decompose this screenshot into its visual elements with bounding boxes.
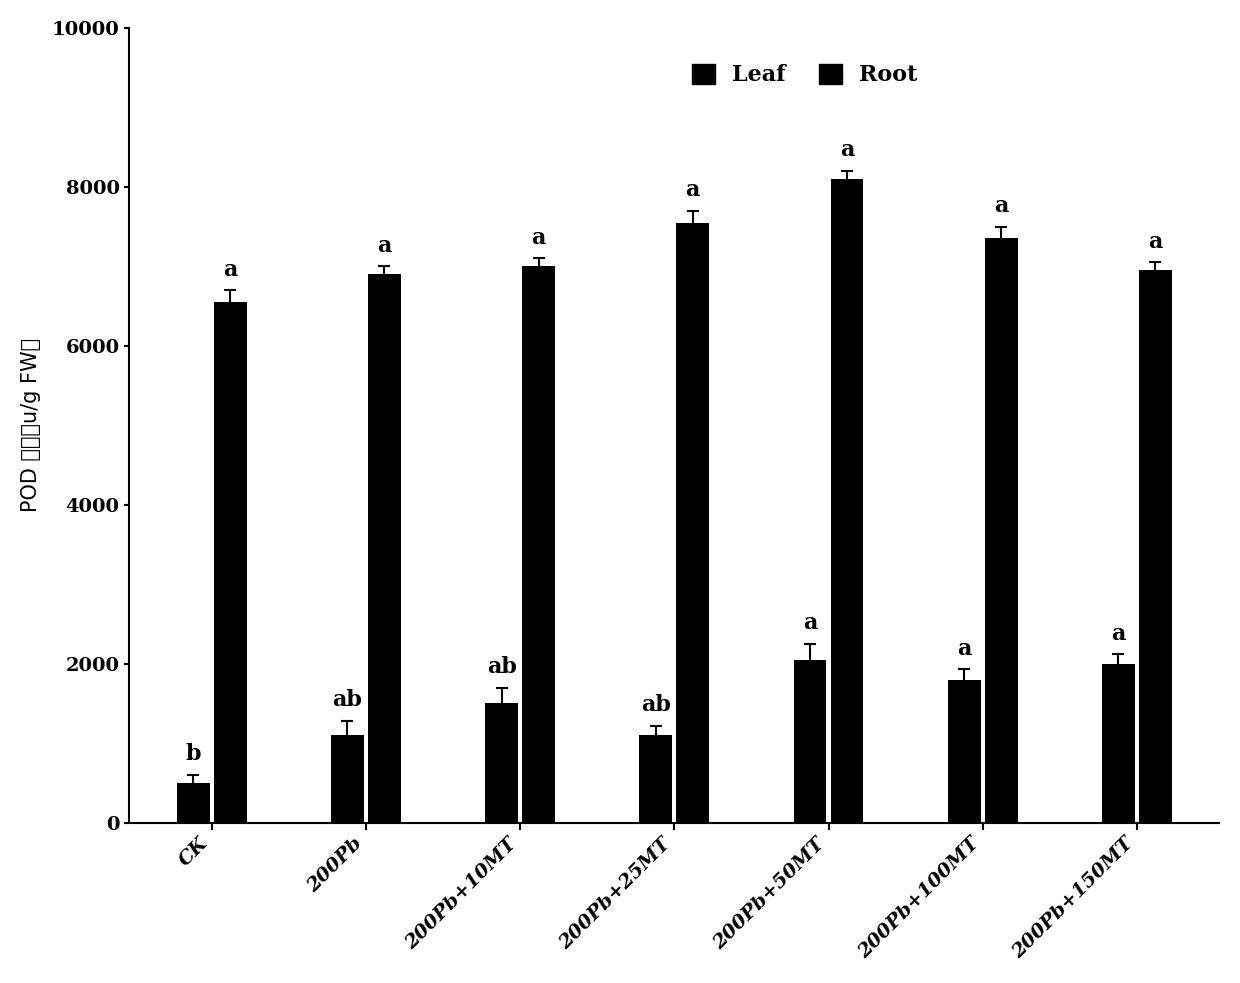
Text: a: a [532,227,546,249]
Bar [331,735,363,823]
Bar [985,239,1018,823]
Bar [485,704,518,823]
Bar [794,660,826,823]
Text: a: a [802,612,817,634]
Bar [177,783,210,823]
Bar [1140,270,1172,823]
Text: a: a [994,195,1008,217]
Bar [676,222,709,823]
Y-axis label: POD 活性（u/g FW）: POD 活性（u/g FW） [21,338,41,512]
Legend: Leaf, Root: Leaf, Root [683,55,926,95]
Text: a: a [1148,231,1163,253]
Text: ab: ab [641,694,671,717]
Bar [947,679,981,823]
Text: a: a [839,140,854,161]
Text: a: a [223,259,237,280]
Text: b: b [186,743,201,766]
Text: a: a [1111,622,1126,645]
Bar [368,274,401,823]
Text: ab: ab [332,689,362,712]
Text: ab: ab [486,656,517,678]
Bar [1102,664,1135,823]
Bar [213,302,247,823]
Bar [640,735,672,823]
Text: a: a [686,179,701,202]
Text: a: a [957,638,971,660]
Text: a: a [377,235,392,257]
Bar [522,266,556,823]
Bar [831,179,863,823]
